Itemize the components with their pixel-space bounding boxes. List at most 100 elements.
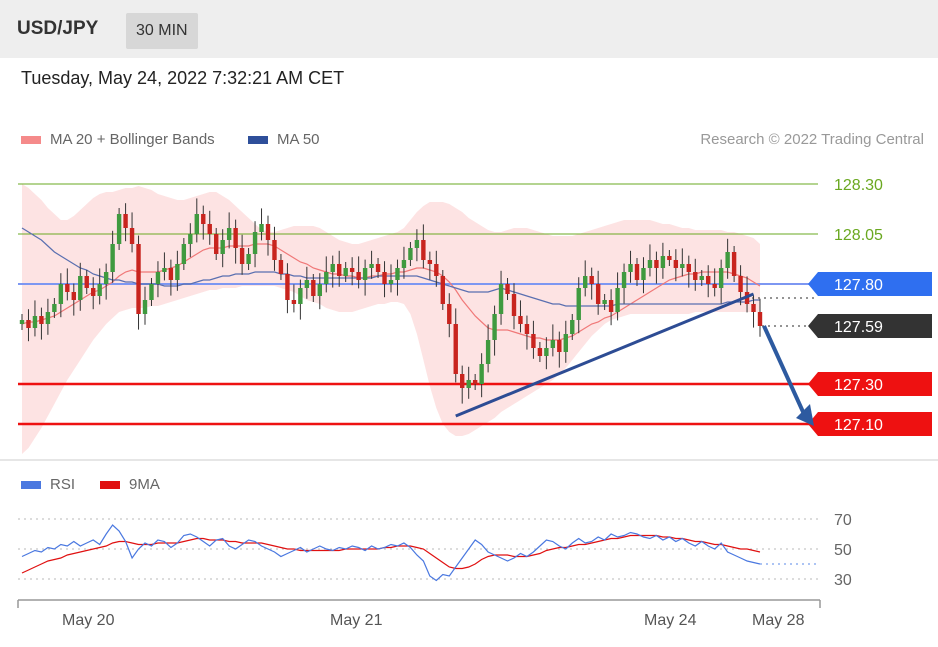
candle-up: [304, 280, 310, 288]
candle-up: [330, 264, 335, 272]
rsi-tick-label: 30: [834, 572, 852, 589]
candle-up: [45, 312, 51, 324]
candle-down: [686, 264, 691, 272]
candle-up: [492, 314, 497, 340]
candle-up: [647, 260, 653, 268]
candle-up: [615, 288, 620, 312]
candle-up: [52, 304, 57, 312]
candle-up: [725, 252, 730, 268]
candle-down: [168, 268, 174, 280]
candle-down: [531, 334, 536, 348]
candle-down: [207, 224, 212, 234]
candle-down: [233, 228, 238, 248]
symbol-title: USD/JPY: [17, 18, 99, 39]
rsi-tick-label: 70: [834, 512, 852, 529]
candle-up: [369, 264, 374, 268]
candle-down: [693, 272, 698, 280]
candle-up: [181, 244, 187, 264]
x-tick-label: May 21: [330, 612, 383, 629]
candle-up: [155, 272, 161, 284]
candle-up: [78, 276, 83, 300]
candle-down: [265, 224, 271, 240]
candle-down: [84, 276, 89, 288]
candle-down: [453, 324, 458, 374]
candle-down: [91, 288, 96, 296]
candle-down: [518, 316, 523, 324]
rsi-line: [21, 524, 761, 582]
timeframe-badge[interactable]: 30 MIN: [126, 13, 198, 49]
candle-up: [175, 264, 180, 280]
candle-up: [466, 380, 471, 388]
candle-down: [434, 264, 439, 276]
candle-up: [142, 300, 148, 314]
candle-up: [576, 288, 581, 320]
trendline: [455, 292, 755, 418]
forecast-arrow-head: [796, 404, 814, 426]
candle-up: [583, 276, 588, 288]
candle-up: [414, 240, 420, 248]
legend-ma20: MA 20 + Bollinger Bands: [21, 131, 215, 148]
candle-up: [388, 280, 394, 284]
candle-down: [634, 264, 640, 280]
last-price-tag: [808, 314, 932, 338]
credit-label: Research © 2022 Trading Central: [700, 131, 924, 148]
candle-up: [110, 244, 115, 272]
candle-up: [246, 254, 251, 264]
candle-down: [136, 244, 141, 314]
header-bar: USD/JPY 30 MIN: [0, 0, 938, 58]
legend-9ma-label: 9MA: [129, 476, 160, 493]
candle-down: [421, 240, 426, 260]
candle-up: [362, 268, 368, 280]
candle-up: [162, 268, 167, 272]
legend-ma20-label: MA 20 + Bollinger Bands: [50, 131, 215, 148]
candle-down: [26, 320, 31, 328]
candle-down: [272, 240, 277, 260]
candle-down: [524, 324, 530, 334]
candle-down: [349, 268, 355, 272]
candle-up: [149, 284, 154, 300]
candle-up: [343, 268, 348, 276]
x-tick-label: May 28: [752, 612, 805, 629]
candle-up: [641, 268, 646, 280]
legend-rsi-label: RSI: [50, 476, 76, 493]
pivot-tag: [808, 272, 932, 296]
rsi-tick-label: 50: [834, 542, 852, 559]
resistance-label: 128.05: [834, 227, 883, 244]
candle-up: [498, 284, 504, 314]
candle-up: [194, 214, 199, 234]
candle-up: [317, 284, 322, 296]
candle-down: [472, 380, 478, 384]
legend-ma50: MA 50: [248, 131, 320, 148]
rsi-swatch: [21, 480, 41, 489]
candle-down: [738, 276, 743, 292]
candle-down: [447, 304, 452, 324]
candle-up: [544, 348, 549, 356]
support-label: 127.30: [834, 377, 883, 394]
bollinger-band: [22, 184, 760, 454]
candle-down: [356, 272, 361, 280]
candle-down: [239, 248, 245, 264]
candle-down: [511, 294, 517, 316]
candle-down: [71, 292, 76, 300]
x-tick-label: May 24: [644, 612, 697, 629]
candle-up: [563, 334, 568, 352]
candle-down: [440, 276, 445, 304]
ma20-swatch: [21, 135, 41, 144]
candle-down: [557, 340, 562, 352]
candle-up: [103, 272, 109, 284]
candle-down: [129, 228, 135, 244]
candle-down: [595, 284, 601, 304]
candle-down: [608, 300, 614, 312]
forecast-arrow-shaft: [762, 325, 806, 415]
candle-down: [278, 260, 284, 274]
candle-up: [259, 224, 264, 232]
pivot-label: 127.80: [834, 277, 883, 294]
candle-down: [751, 304, 756, 312]
resistance-label: 128.30: [834, 177, 883, 194]
candle-up: [97, 284, 102, 296]
candle-up: [718, 268, 724, 288]
candle-up: [395, 268, 400, 280]
candle-up: [680, 264, 685, 268]
candle-down: [757, 312, 763, 326]
